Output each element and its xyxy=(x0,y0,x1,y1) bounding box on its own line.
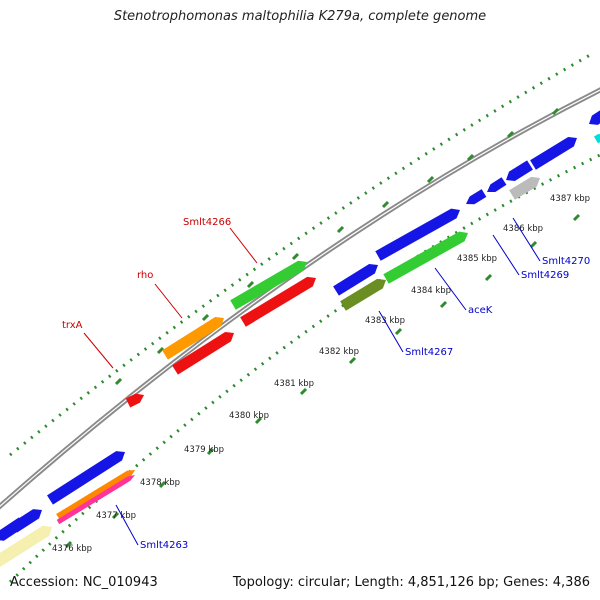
outer-major-tick-6 xyxy=(381,200,390,209)
kbp-label: 4379 kbp xyxy=(184,445,224,455)
map-title: Stenotrophomonas maltophilia K279a, comp… xyxy=(113,9,487,24)
kbp-label: 4384 kbp xyxy=(411,286,451,296)
gene-blue-c xyxy=(47,451,126,505)
major-tick-4 xyxy=(254,416,263,425)
gene-Smlt4266 xyxy=(230,260,307,310)
major-tick-5 xyxy=(299,387,308,396)
genome-backbone-inner xyxy=(0,89,600,507)
outer-major-tick-4 xyxy=(291,252,300,261)
outer-major-tick-0 xyxy=(114,377,123,386)
gene-blue-f xyxy=(466,189,487,205)
outer-tick-ring xyxy=(9,53,591,457)
kbp-label: 4386 kbp xyxy=(503,224,543,234)
gene-label-smlt4269: Smlt4269 xyxy=(521,270,569,281)
kbp-label: 4376 kbp xyxy=(52,544,92,554)
major-tick-2 xyxy=(158,480,167,489)
kbp-label: 4377 kbp xyxy=(96,511,136,521)
major-tick-0 xyxy=(64,540,73,549)
gene-Smlt4267 xyxy=(340,278,386,311)
major-tick-9 xyxy=(484,273,493,282)
gene-blue-g xyxy=(487,177,507,192)
major-tick-11 xyxy=(572,213,581,222)
major-tick-3 xyxy=(206,447,215,456)
major-tick-1 xyxy=(111,511,120,520)
leader-line-trxa xyxy=(83,332,114,369)
gene-label-smlt4266: Smlt4266 xyxy=(183,217,231,228)
leader-line-smlt4269 xyxy=(492,234,520,276)
kbp-label: 4387 kbp xyxy=(550,194,590,204)
topology-label: Topology: circular; Length: 4,851,126 bp… xyxy=(232,575,590,590)
outer-major-tick-3 xyxy=(246,280,255,289)
gene-blue-e xyxy=(375,208,460,261)
gene-blue-d xyxy=(333,264,378,296)
outer-major-tick-2 xyxy=(201,313,210,322)
gene-label-trxa: trxA xyxy=(62,320,83,331)
kbp-label: 4381 kbp xyxy=(274,379,314,389)
outer-major-tick-7 xyxy=(426,175,435,184)
gene-label-acek: aceK xyxy=(468,305,493,316)
gene-cyan xyxy=(593,134,600,144)
leader-line-smlt4263 xyxy=(115,504,139,546)
outer-major-tick-10 xyxy=(551,107,560,116)
outer-major-tick-8 xyxy=(466,153,475,162)
major-tick-10 xyxy=(529,240,538,249)
gene-rho xyxy=(162,317,224,360)
gene-blue-b xyxy=(11,509,42,533)
gene-label-smlt4270: Smlt4270 xyxy=(542,256,590,267)
gene-trxA xyxy=(125,393,144,408)
accession-label: Accession: NC_010943 xyxy=(10,575,158,590)
outer-major-tick-1 xyxy=(156,346,165,355)
leader-line-smlt4270 xyxy=(512,217,541,262)
gene-pink-stripe xyxy=(56,475,135,525)
gene-orange-stripe xyxy=(56,470,135,520)
outer-major-tick-5 xyxy=(336,225,345,234)
major-tick-7 xyxy=(394,327,403,336)
kbp-label: 4380 kbp xyxy=(229,411,269,421)
kbp-label: 4378 kbp xyxy=(140,478,180,488)
gene-label-smlt4263: Smlt4263 xyxy=(140,540,188,551)
gene-label-rho: rho xyxy=(137,270,153,281)
leader-line-rho xyxy=(154,283,183,319)
outer-major-tick-9 xyxy=(506,130,515,139)
gene-blue-i xyxy=(530,136,577,170)
leader-line-acek xyxy=(434,267,467,311)
genome-backbone xyxy=(0,87,600,510)
kbp-label: 4382 kbp xyxy=(319,347,359,357)
leader-line-smlt4267 xyxy=(378,310,404,353)
gene-red-mid xyxy=(240,276,316,327)
major-tick-6 xyxy=(348,356,357,365)
gene-aceK xyxy=(383,231,468,284)
gene-red-lower xyxy=(172,332,234,375)
kbp-label: 4385 kbp xyxy=(457,254,497,264)
gene-label-smlt4267: Smlt4267 xyxy=(405,347,453,358)
gene-gray xyxy=(509,176,540,200)
gene-blue-j xyxy=(589,110,600,125)
gene-khaki xyxy=(0,525,52,567)
leader-line-smlt4266 xyxy=(229,227,258,264)
gene-blue-h xyxy=(506,160,533,181)
major-tick-8 xyxy=(439,300,448,309)
